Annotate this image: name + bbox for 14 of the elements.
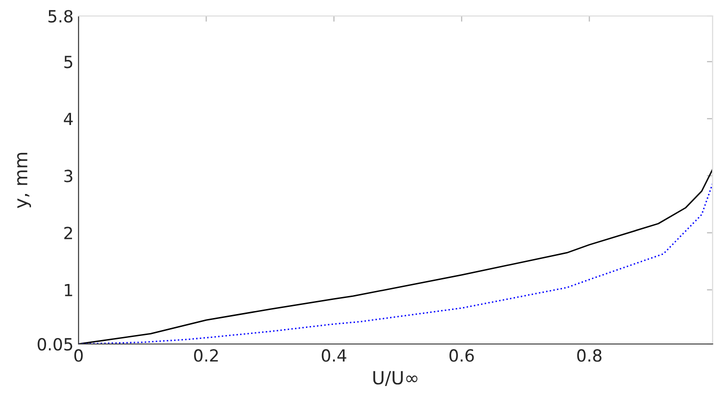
x-axis-title: U/U∞: [373, 371, 418, 386]
y-tick-label: 5: [64, 56, 72, 68]
y-tick-label: 4: [64, 112, 73, 126]
y-tick-label: 3: [64, 170, 72, 182]
y-tick-label: 1: [64, 284, 72, 296]
y-tick-label: 2: [64, 226, 72, 240]
y-tick-label: 5.8: [48, 10, 73, 23]
x-tick-label: 0.8: [577, 349, 602, 362]
x-tick-label: 0.6: [449, 349, 474, 362]
x-tick-label: 0.2: [194, 349, 218, 362]
y-axis-title: y, mm: [17, 152, 32, 208]
y-tick-label: 0.05: [38, 338, 72, 351]
x-tick-label: 0: [74, 349, 83, 362]
x-tick-label: 0.4: [322, 349, 346, 362]
